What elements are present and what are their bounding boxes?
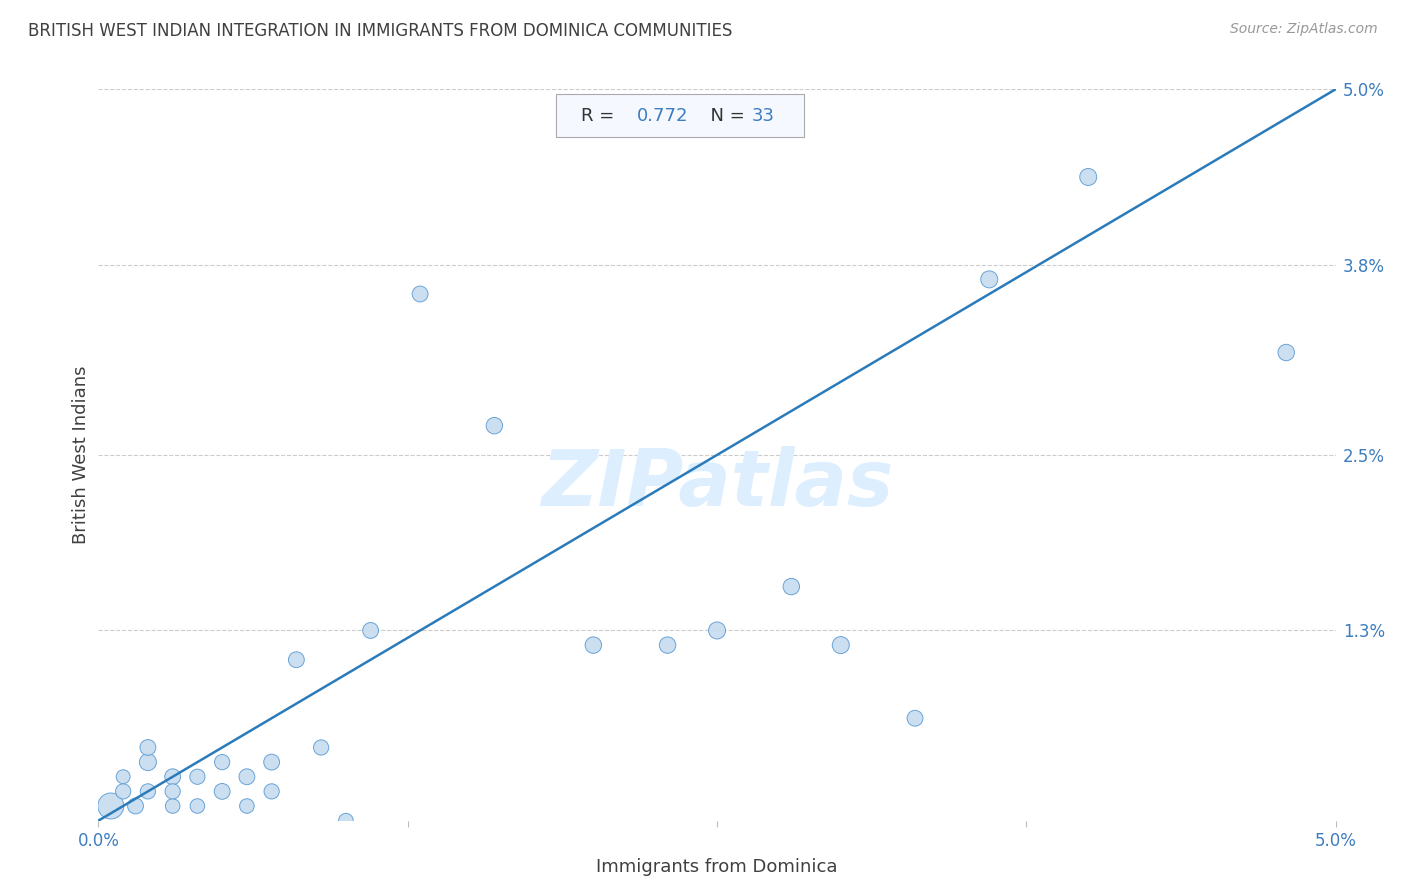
X-axis label: Immigrants from Dominica: Immigrants from Dominica <box>596 858 838 876</box>
Point <box>706 624 728 638</box>
Point <box>112 784 135 798</box>
Point <box>904 711 927 725</box>
Text: R =: R = <box>581 106 620 125</box>
Point <box>186 770 208 784</box>
Point <box>409 287 432 301</box>
Point <box>211 784 233 798</box>
Point <box>124 799 146 814</box>
Point <box>830 638 852 652</box>
Point <box>162 770 184 784</box>
Point <box>484 418 506 433</box>
Point <box>236 770 259 784</box>
Point <box>260 784 283 798</box>
Text: ZIPatlas: ZIPatlas <box>541 446 893 522</box>
Point <box>780 580 803 594</box>
Point <box>136 755 159 769</box>
Point <box>1275 345 1298 359</box>
Text: 0.772: 0.772 <box>637 106 688 125</box>
Point <box>100 799 122 814</box>
FancyBboxPatch shape <box>557 95 804 136</box>
Text: 33: 33 <box>752 106 775 125</box>
Point <box>309 740 332 755</box>
Point <box>657 638 679 652</box>
Point <box>186 799 208 814</box>
Point <box>335 814 357 828</box>
Point <box>136 740 159 755</box>
Text: BRITISH WEST INDIAN INTEGRATION IN IMMIGRANTS FROM DOMINICA COMMUNITIES: BRITISH WEST INDIAN INTEGRATION IN IMMIG… <box>28 22 733 40</box>
Point <box>136 784 159 798</box>
Point <box>112 770 135 784</box>
Point <box>285 653 308 667</box>
Point <box>162 784 184 798</box>
Point <box>582 638 605 652</box>
Point <box>260 755 283 769</box>
Point <box>162 799 184 814</box>
Y-axis label: British West Indians: British West Indians <box>72 366 90 544</box>
Text: N =: N = <box>699 106 749 125</box>
Point <box>979 272 1001 286</box>
Point <box>360 624 382 638</box>
Text: Source: ZipAtlas.com: Source: ZipAtlas.com <box>1230 22 1378 37</box>
Point <box>211 755 233 769</box>
Point <box>1077 169 1099 184</box>
Point <box>236 799 259 814</box>
